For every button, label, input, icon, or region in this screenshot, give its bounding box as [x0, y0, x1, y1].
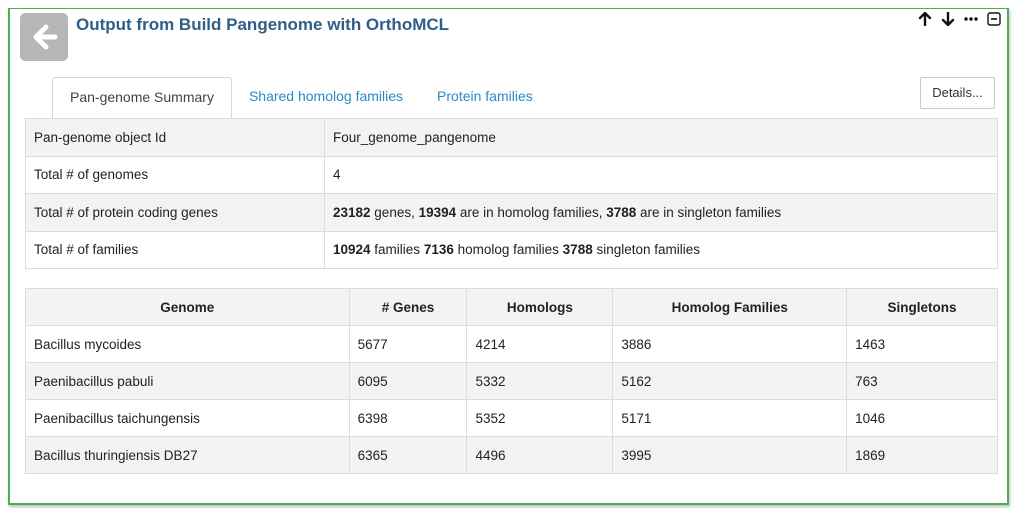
homolog-families-count: 3995 [612, 436, 848, 474]
table-row: Total # of families 10924 families 7136 … [25, 230, 998, 269]
output-cell: Output from Build Pangenome with OrthoMC… [8, 8, 1009, 505]
tab-pangenome-summary[interactable]: Pan-genome Summary [52, 77, 232, 118]
arrow-down-icon[interactable] [941, 11, 955, 27]
column-header-homolog-families: Homolog Families [612, 288, 848, 326]
column-header-homologs: Homologs [466, 288, 614, 326]
genome-name: Paenibacillus taichungensis [25, 399, 350, 437]
ellipsis-icon[interactable] [964, 11, 978, 27]
singletons-count: 1046 [846, 399, 998, 437]
collapse-icon[interactable] [987, 11, 1001, 27]
singletons-count: 1869 [846, 436, 998, 474]
genes-text: genes, [370, 204, 419, 220]
genomes-table: Genome # Genes Homologs Homolog Families… [25, 288, 998, 474]
table-row: Paenibacillus taichungensis 6398 5352 51… [25, 399, 998, 437]
genes-count: 6398 [348, 399, 468, 437]
summary-value: 23182 genes, 19394 are in homolog famili… [324, 193, 998, 232]
arrow-left-icon [33, 24, 58, 50]
genes-total: 23182 [333, 204, 371, 220]
genes-count: 6095 [348, 362, 468, 400]
column-header-genes: # Genes [348, 288, 468, 326]
homologs-count: 5332 [466, 362, 614, 400]
homolog-families-count: 3886 [612, 325, 848, 363]
genome-name: Bacillus mycoides [25, 325, 350, 363]
summary-label: Total # of families [25, 230, 325, 269]
homolog-families-count: 5171 [612, 399, 848, 437]
tab-shared-homolog-families[interactable]: Shared homolog families [248, 88, 404, 104]
families-text: singleton families [592, 242, 701, 258]
details-button[interactable]: Details... [920, 77, 995, 109]
summary-label: Total # of genomes [25, 155, 325, 194]
homologs-count: 4496 [466, 436, 614, 474]
families-total: 10924 [333, 242, 371, 258]
summary-value: 4 [324, 155, 998, 194]
page-title: Output from Build Pangenome with OrthoMC… [76, 15, 450, 34]
families-homolog: 7136 [423, 242, 454, 258]
genes-count: 5677 [348, 325, 468, 363]
singletons-count: 763 [846, 362, 998, 400]
genes-count: 6365 [348, 436, 468, 474]
table-row: Total # of protein coding genes 23182 ge… [25, 193, 998, 232]
table-row: Paenibacillus pabuli 6095 5332 5162 763 [25, 362, 998, 400]
summary-value: Four_genome_pangenome [324, 118, 998, 157]
genome-name: Paenibacillus pabuli [25, 362, 350, 400]
genes-singleton: 3788 [606, 204, 637, 220]
back-button[interactable] [20, 13, 68, 61]
families-singleton: 3788 [562, 242, 593, 258]
table-header-row: Genome # Genes Homologs Homolog Families… [25, 288, 998, 326]
summary-value: 10924 families 7136 homolog families 378… [324, 230, 998, 269]
homologs-count: 4214 [466, 325, 614, 363]
genes-text: are in singleton families [636, 204, 782, 220]
table-row: Pan-genome object Id Four_genome_pangeno… [25, 118, 998, 157]
homolog-families-count: 5162 [612, 362, 848, 400]
table-row: Bacillus mycoides 5677 4214 3886 1463 [25, 325, 998, 363]
column-header-singletons: Singletons [846, 288, 998, 326]
singletons-count: 1463 [846, 325, 998, 363]
cell-controls [918, 11, 1001, 27]
table-row: Total # of genomes 4 [25, 155, 998, 194]
summary-label: Total # of protein coding genes [25, 193, 325, 232]
genes-homolog: 19394 [418, 204, 457, 220]
arrow-up-icon[interactable] [918, 11, 932, 27]
summary-table: Pan-genome object Id Four_genome_pangeno… [25, 118, 998, 269]
genome-name: Bacillus thuringiensis DB27 [25, 436, 350, 474]
column-header-genome: Genome [25, 288, 350, 326]
homologs-count: 5352 [466, 399, 614, 437]
summary-label: Pan-genome object Id [25, 118, 325, 157]
families-text: families [370, 242, 424, 258]
tab-protein-families[interactable]: Protein families [437, 88, 533, 104]
table-row: Bacillus thuringiensis DB27 6365 4496 39… [25, 436, 998, 474]
genes-text: are in homolog families, [456, 204, 607, 220]
tab-bar: Pan-genome Summary Shared homolog famili… [52, 77, 550, 118]
families-text: homolog families [453, 242, 563, 258]
